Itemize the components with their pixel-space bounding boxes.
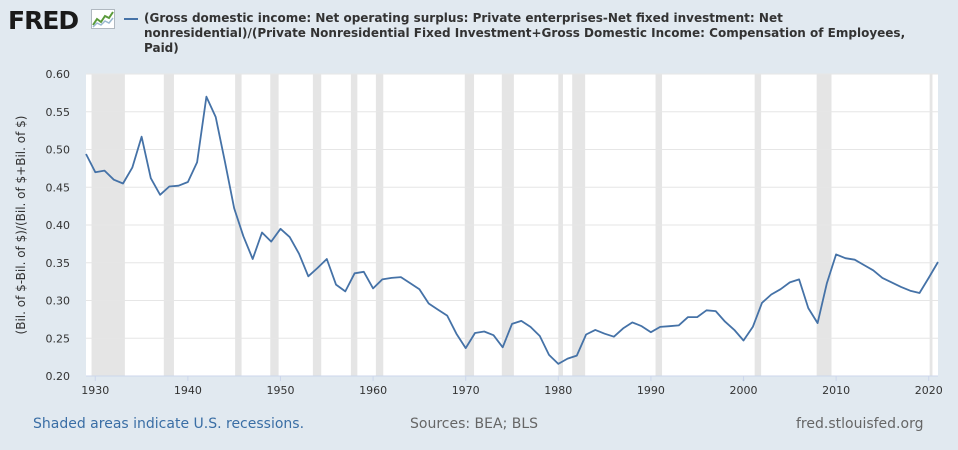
series-title[interactable]: (Gross domestic income: Net operating su… — [144, 11, 906, 55]
x-tick-label: 2000 — [730, 384, 758, 397]
x-tick-label: 1950 — [266, 384, 294, 397]
sources: Sources: BEA; BLS — [410, 416, 539, 432]
y-tick-label: 0.20 — [46, 370, 71, 383]
series-line[interactable] — [85, 95, 939, 365]
y-tick-label: 0.40 — [46, 219, 71, 232]
y-tick-label: 0.55 — [46, 106, 71, 119]
x-tick-label: 1980 — [544, 384, 572, 397]
y-tick-label: 0.35 — [46, 257, 71, 270]
fred-url-link[interactable]: fred.stlouisfed.org — [796, 416, 924, 432]
x-tick-label: 1940 — [174, 384, 202, 397]
y-tick-label: 0.50 — [46, 144, 71, 157]
x-tick-label: 1930 — [81, 384, 109, 397]
y-tick-label: 0.45 — [46, 181, 71, 194]
x-tick-label: 1990 — [637, 384, 665, 397]
legend-series-line — [124, 18, 138, 20]
y-tick-label: 0.25 — [46, 332, 71, 345]
line-chart-icon — [91, 9, 115, 29]
recession-note: Shaded areas indicate U.S. recessions. — [33, 416, 305, 432]
x-tick-label: 1970 — [452, 384, 480, 397]
x-tick-label: 1960 — [359, 384, 387, 397]
fred-logo[interactable]: FRED — [8, 6, 79, 35]
y-axis-label: (Bil. of $-Bil. of $)/(Bil. of $+Bil. of… — [14, 116, 28, 335]
y-tick-label: 0.60 — [46, 68, 71, 81]
x-tick-label: 2020 — [915, 384, 943, 397]
x-tick-label: 2010 — [822, 384, 850, 397]
y-tick-label: 0.30 — [46, 295, 71, 308]
